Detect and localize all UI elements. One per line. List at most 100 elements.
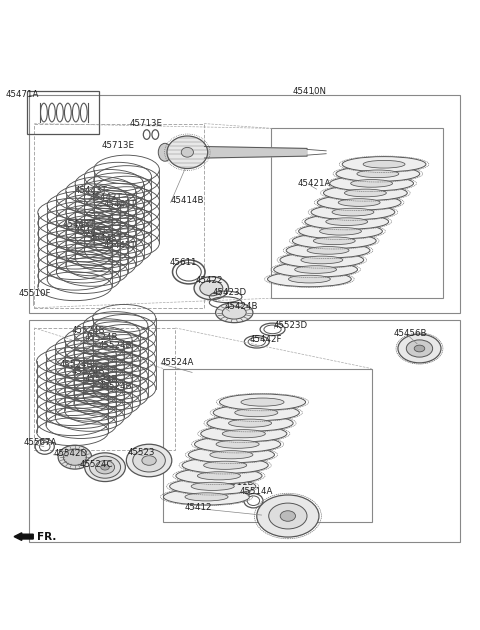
Ellipse shape — [194, 436, 281, 452]
Ellipse shape — [326, 218, 368, 226]
Ellipse shape — [158, 143, 172, 161]
Ellipse shape — [342, 157, 426, 172]
Ellipse shape — [301, 256, 343, 264]
Ellipse shape — [169, 478, 256, 495]
Ellipse shape — [295, 266, 336, 273]
Ellipse shape — [89, 456, 120, 478]
Text: 45567A: 45567A — [24, 438, 57, 447]
Ellipse shape — [357, 170, 399, 178]
Polygon shape — [204, 147, 307, 158]
Ellipse shape — [181, 147, 193, 157]
Text: 45410N: 45410N — [293, 86, 327, 96]
Ellipse shape — [200, 280, 223, 296]
Ellipse shape — [345, 189, 386, 197]
Text: 45524C: 45524C — [80, 460, 113, 469]
Text: 45611: 45611 — [169, 258, 197, 267]
FancyArrow shape — [14, 533, 33, 541]
Text: 45713E: 45713E — [101, 140, 134, 149]
Text: 45542D: 45542D — [53, 449, 87, 458]
Ellipse shape — [101, 464, 109, 470]
Ellipse shape — [336, 166, 420, 181]
Bar — [29, 95, 460, 312]
Text: 45524A: 45524A — [161, 358, 194, 367]
Text: 45443T: 45443T — [89, 234, 122, 243]
Ellipse shape — [222, 306, 246, 319]
Ellipse shape — [288, 275, 330, 283]
Ellipse shape — [216, 440, 259, 449]
Text: 45524B: 45524B — [72, 326, 105, 335]
Ellipse shape — [241, 398, 284, 406]
Text: 45511E: 45511E — [221, 478, 254, 487]
Ellipse shape — [311, 205, 395, 220]
Text: 45471A: 45471A — [5, 90, 39, 100]
Ellipse shape — [280, 511, 296, 521]
Ellipse shape — [219, 394, 306, 410]
Ellipse shape — [406, 340, 432, 357]
Ellipse shape — [84, 453, 125, 481]
Bar — [34, 123, 204, 308]
Bar — [163, 369, 372, 522]
Ellipse shape — [324, 185, 407, 200]
Ellipse shape — [313, 237, 355, 244]
Ellipse shape — [222, 430, 265, 438]
Ellipse shape — [213, 404, 300, 421]
Ellipse shape — [414, 345, 425, 352]
Ellipse shape — [267, 272, 351, 287]
Text: 45422: 45422 — [196, 275, 224, 285]
Ellipse shape — [58, 445, 92, 469]
Ellipse shape — [269, 503, 307, 529]
Ellipse shape — [305, 214, 389, 229]
Ellipse shape — [176, 467, 262, 484]
Text: 45514A: 45514A — [240, 486, 274, 496]
Ellipse shape — [207, 415, 293, 432]
Ellipse shape — [286, 243, 370, 258]
Text: 45421A: 45421A — [298, 179, 331, 188]
Ellipse shape — [182, 457, 268, 473]
Text: 45523D: 45523D — [274, 321, 308, 330]
Ellipse shape — [191, 483, 234, 490]
Text: 45443T: 45443T — [104, 200, 136, 209]
Text: 45443T: 45443T — [63, 220, 96, 229]
Text: 45523: 45523 — [128, 448, 155, 457]
Ellipse shape — [330, 176, 413, 191]
Text: 45524B: 45524B — [99, 382, 132, 391]
Text: 45524B: 45524B — [72, 367, 105, 377]
Text: 45424B: 45424B — [225, 302, 258, 311]
Ellipse shape — [320, 227, 361, 235]
Ellipse shape — [194, 277, 228, 300]
Text: 45443T: 45443T — [75, 186, 108, 195]
Ellipse shape — [188, 447, 275, 463]
Ellipse shape — [351, 180, 393, 187]
Ellipse shape — [163, 489, 250, 505]
Bar — [27, 91, 99, 134]
Text: 45412: 45412 — [185, 503, 213, 512]
Text: 45443T: 45443T — [75, 227, 108, 236]
Ellipse shape — [133, 449, 165, 472]
Ellipse shape — [257, 495, 319, 537]
Ellipse shape — [228, 419, 272, 427]
Ellipse shape — [307, 246, 349, 255]
Ellipse shape — [292, 233, 376, 248]
Text: 45456B: 45456B — [393, 329, 427, 338]
Text: 45524B: 45524B — [59, 360, 93, 369]
Ellipse shape — [235, 409, 278, 416]
Bar — [271, 129, 444, 298]
Text: 45524B: 45524B — [84, 375, 118, 384]
Text: FR.: FR. — [36, 532, 56, 542]
Text: 45510F: 45510F — [19, 289, 51, 298]
Bar — [34, 328, 175, 450]
Ellipse shape — [63, 449, 86, 466]
Ellipse shape — [201, 425, 287, 442]
Ellipse shape — [185, 493, 228, 501]
Ellipse shape — [332, 209, 374, 216]
Ellipse shape — [398, 334, 441, 363]
Ellipse shape — [167, 136, 208, 169]
Ellipse shape — [126, 444, 172, 477]
Text: 45443T: 45443T — [104, 241, 136, 250]
Text: 45524B: 45524B — [99, 341, 132, 350]
Ellipse shape — [96, 461, 115, 474]
Ellipse shape — [280, 252, 364, 268]
Text: 45443T: 45443T — [89, 193, 122, 202]
Ellipse shape — [338, 198, 380, 207]
Ellipse shape — [317, 195, 401, 210]
